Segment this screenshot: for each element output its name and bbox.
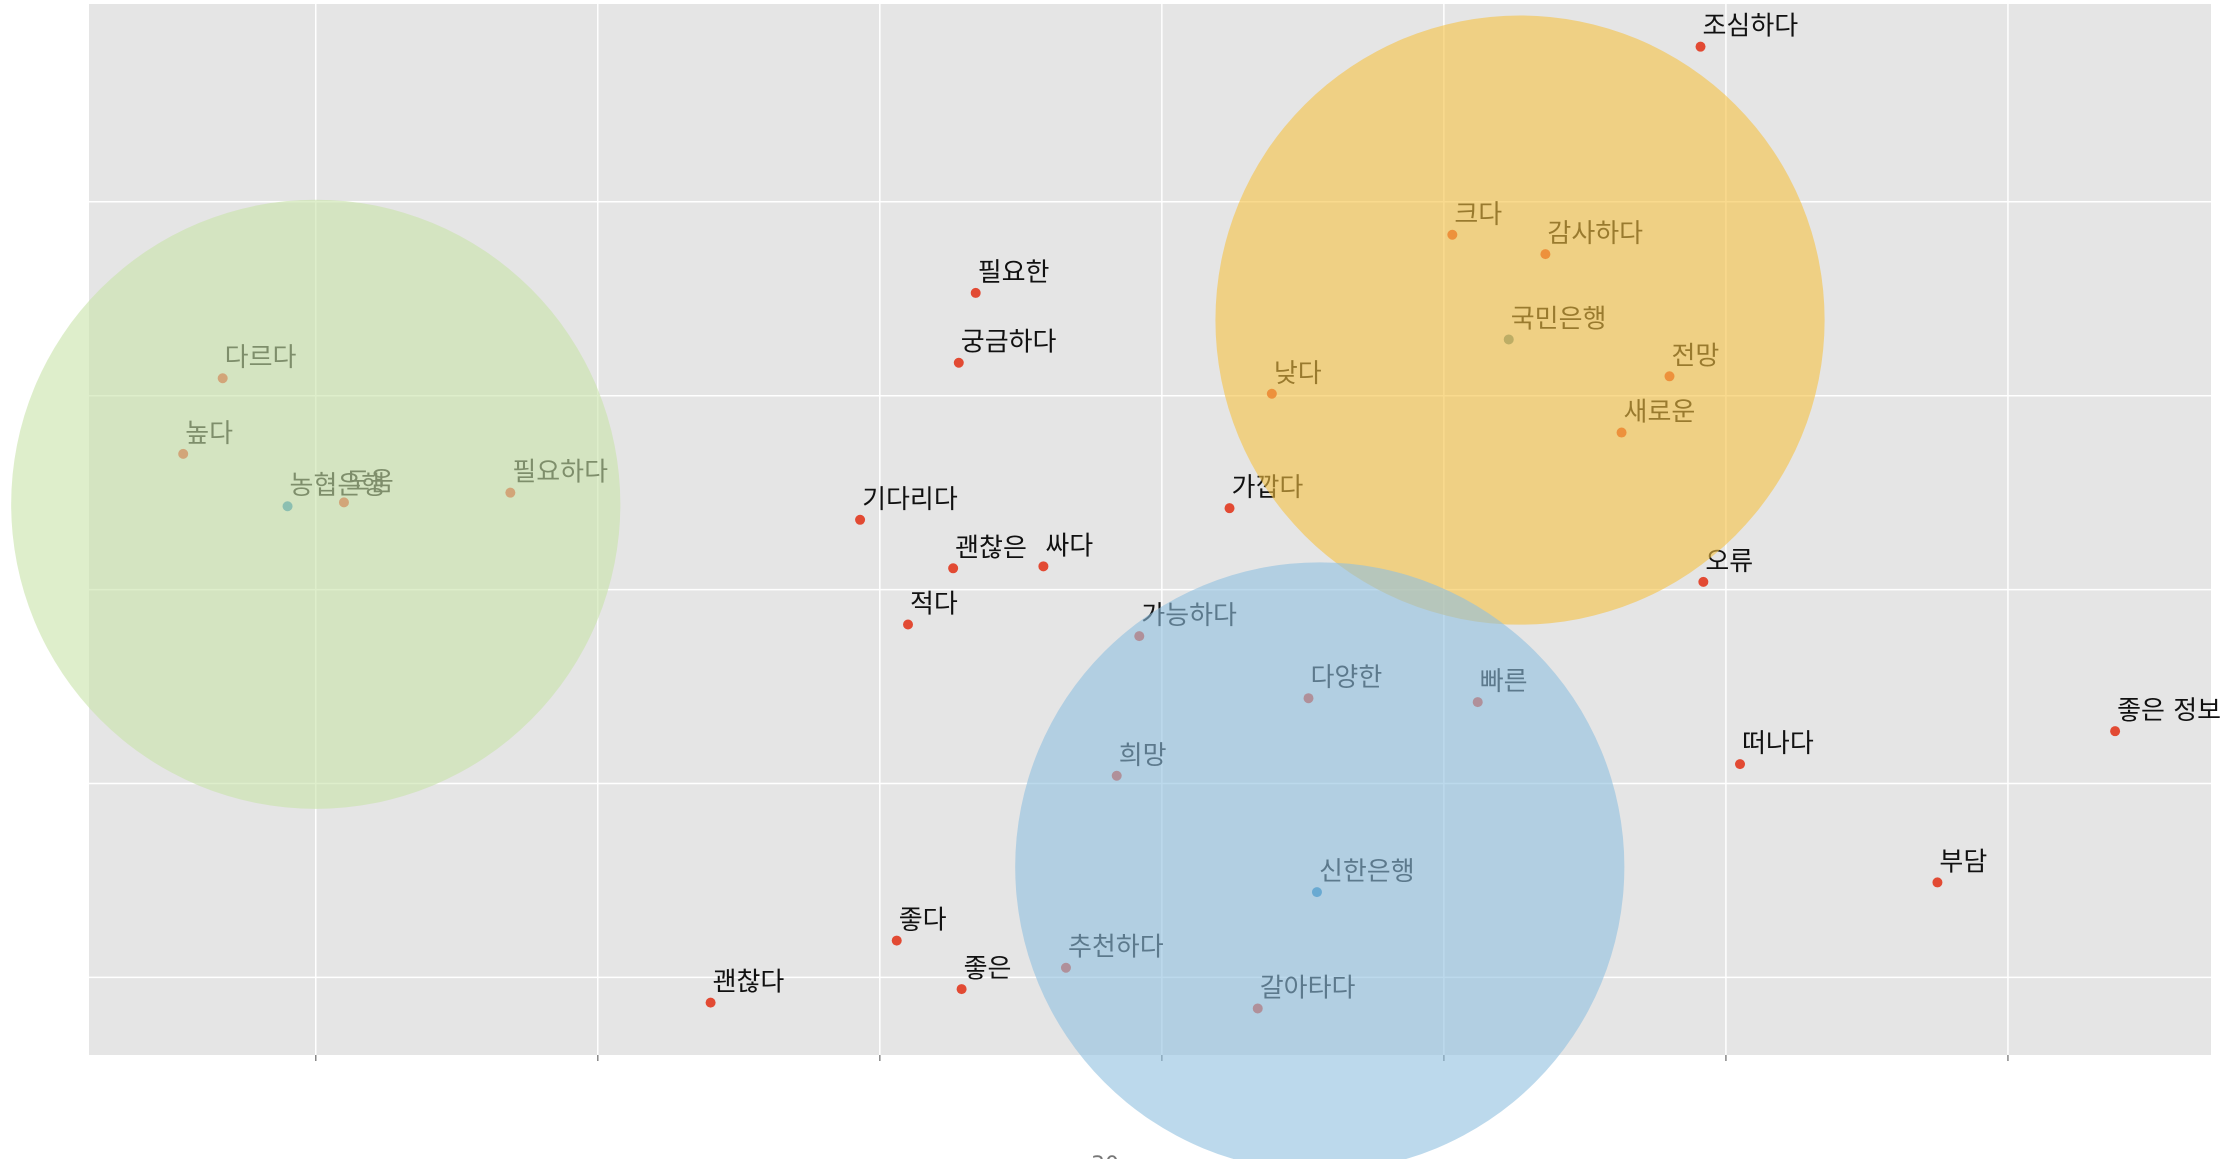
point-label: 기다리다 [862,485,958,515]
point-label: 싸다 [1045,531,1093,561]
point [1038,561,1049,572]
point-label: 적다 [910,590,958,620]
cluster-circle [1215,15,1825,625]
point [2110,726,2121,737]
point [1695,41,1706,52]
point-label: 좋은 [964,954,1012,984]
cluster-circle [11,199,621,809]
point [953,357,964,368]
annotation: 30 [1091,1153,1119,1159]
point [1735,759,1746,770]
point [948,563,959,574]
point [1698,576,1709,587]
point [1932,877,1943,888]
point [956,984,967,995]
point [1224,503,1235,514]
point-label: 괜찮은 [955,533,1027,563]
point-label: 부담 [1939,847,1987,877]
point [970,287,981,298]
point [855,514,866,525]
point-label: 좋다 [899,906,947,936]
point-label: 좋은 정보 [2117,696,2221,726]
point [891,935,902,946]
point [705,997,716,1008]
point-label: 조심하다 [1703,12,1799,42]
point-label: 괜찮다 [713,968,785,998]
point [903,619,914,630]
point-label: 필요한 [978,258,1050,288]
point-label: 궁금하다 [961,328,1057,358]
point-label: 떠나다 [1742,729,1814,759]
cluster-circle [1015,562,1625,1159]
